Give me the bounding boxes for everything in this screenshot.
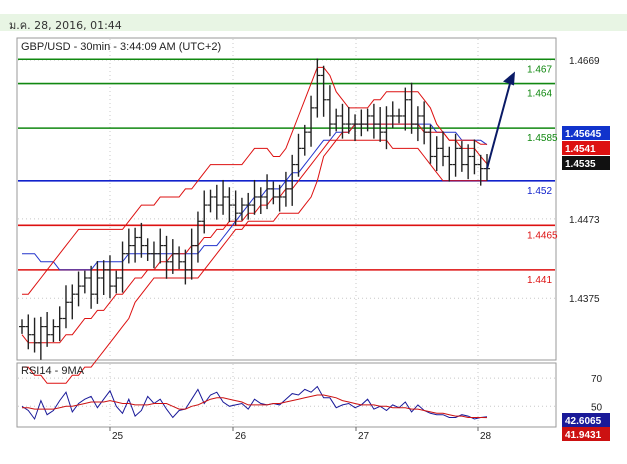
price-tag-ma: 1.45645 bbox=[565, 129, 602, 140]
rsi-tag-box bbox=[562, 413, 610, 427]
x-tick-label: 27 bbox=[358, 431, 370, 442]
level-label: 1.467 bbox=[527, 64, 552, 75]
y-tick-label: 1.4669 bbox=[569, 56, 600, 67]
price-tag-ma-box bbox=[562, 126, 610, 140]
bollinger-upper-line bbox=[22, 66, 488, 295]
price-tag-band: 1.4541 bbox=[565, 144, 596, 155]
level-label: 1.464 bbox=[527, 89, 552, 100]
price-bars bbox=[19, 58, 515, 360]
rsi-tag: 42.6065 bbox=[565, 416, 602, 427]
x-tick-label: 25 bbox=[112, 431, 124, 442]
projection-arrow-line bbox=[486, 83, 511, 169]
level-lines: 1.467 1.464 1.4585 1.452 1.4465 1.441 bbox=[18, 58, 558, 286]
header-date: ม.ค. 28, 2016, 01:44 bbox=[9, 19, 122, 32]
axis-labels: 1.4669 1.4473 1.4375 70 50 25 26 27 28 bbox=[109, 56, 603, 442]
grid bbox=[18, 39, 555, 426]
level-label: 1.441 bbox=[527, 275, 552, 286]
bollinger-lower-line bbox=[22, 139, 487, 384]
rsi-y-tick-label: 50 bbox=[591, 402, 603, 413]
rsi-lines bbox=[21, 385, 488, 421]
price-tag-last-box bbox=[562, 156, 610, 170]
rsi-ma-tag-box bbox=[562, 427, 610, 441]
rsi-line bbox=[21, 385, 488, 421]
price-tag-last: 1.4535 bbox=[565, 159, 596, 170]
price-tag-band-box bbox=[562, 141, 610, 155]
level-label: 1.4465 bbox=[527, 230, 558, 241]
price-tags: 1.45645 1.4541 1.4535 42.6065 41.9431 bbox=[562, 126, 610, 441]
rsi-chart-title: RSI14 - 9MA bbox=[21, 365, 85, 377]
rsi-panel-frame bbox=[16, 362, 557, 428]
bollinger-mid-line bbox=[21, 123, 487, 344]
projection-arrow-head bbox=[503, 71, 515, 86]
x-tick-label: 26 bbox=[235, 431, 247, 442]
y-tick-label: 1.4375 bbox=[569, 294, 600, 305]
date-bar bbox=[0, 14, 627, 31]
rsi-ma-line bbox=[22, 394, 488, 419]
x-tick-label: 28 bbox=[480, 431, 492, 442]
main-chart-title: GBP/USD - 30min - 3:44:09 AM (UTC+2) bbox=[21, 41, 221, 53]
y-tick-label: 1.4473 bbox=[569, 215, 600, 226]
level-label: 1.4585 bbox=[527, 133, 558, 144]
rsi-y-tick-label: 70 bbox=[591, 374, 603, 385]
main-panel-frame bbox=[16, 37, 557, 361]
rsi-ma-tag: 41.9431 bbox=[565, 430, 602, 441]
level-label: 1.452 bbox=[527, 186, 552, 197]
